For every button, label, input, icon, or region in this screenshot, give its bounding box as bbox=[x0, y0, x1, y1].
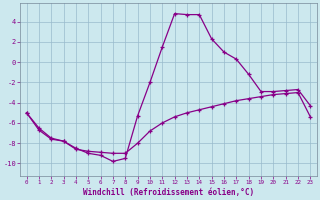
X-axis label: Windchill (Refroidissement éolien,°C): Windchill (Refroidissement éolien,°C) bbox=[83, 188, 254, 197]
